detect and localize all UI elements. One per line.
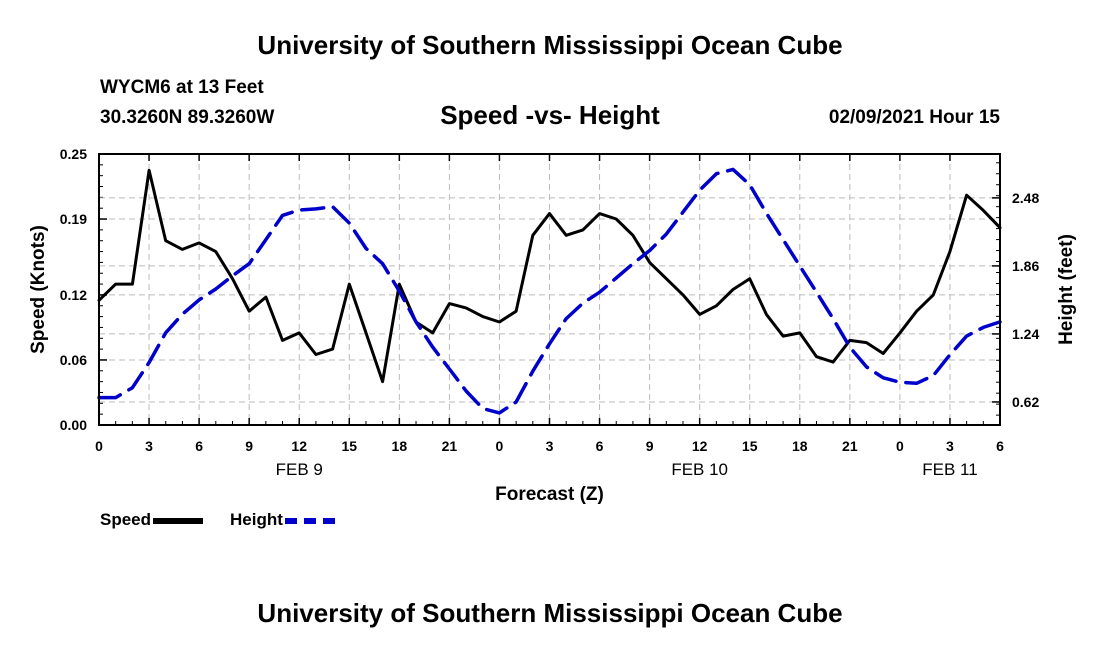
x-tick-label: 12 <box>692 438 708 454</box>
legend-speed-label: Speed <box>100 510 152 529</box>
chart-title: Speed -vs- Height <box>440 100 660 130</box>
day-label: FEB 10 <box>671 460 728 479</box>
legend-speed: Speed <box>100 510 204 530</box>
x-tick-label: 0 <box>496 438 504 454</box>
x-tick-label: 9 <box>646 438 654 454</box>
x-tick-label: 0 <box>896 438 904 454</box>
x-tick-label: 0 <box>95 438 103 454</box>
x-tick-label: 6 <box>195 438 203 454</box>
x-tick-label: 15 <box>341 438 357 454</box>
x-tick-label: 12 <box>291 438 307 454</box>
coordinates-label: 30.3260N 89.3260W <box>100 107 275 128</box>
x-tick-label: 21 <box>442 438 458 454</box>
y2-axis-title: Height (feet) <box>1056 234 1077 345</box>
y-tick-label: 0.19 <box>60 211 87 227</box>
legend-height-swatch <box>284 517 335 524</box>
x-tick-label: 6 <box>596 438 604 454</box>
station-label: WYCM6 at 13 Feet <box>100 77 264 98</box>
y2-tick-label: 1.24 <box>1012 326 1039 342</box>
x-tick-label: 21 <box>842 438 858 454</box>
y-tick-label: 0.12 <box>60 287 87 303</box>
y2-tick-label: 2.48 <box>1012 190 1039 206</box>
legend-height: Height <box>230 510 335 530</box>
y-tick-label: 0.06 <box>60 352 87 368</box>
legend-speed-swatch <box>153 517 204 524</box>
height-series-line <box>97 167 1002 415</box>
y2-tick-label: 0.62 <box>1012 394 1039 410</box>
day-label: FEB 9 <box>276 460 323 479</box>
x-tick-label: 9 <box>245 438 253 454</box>
x-tick-label: 18 <box>792 438 808 454</box>
y-tick-label: 0.00 <box>60 417 87 433</box>
x-tick-label: 15 <box>742 438 758 454</box>
y2-tick-label: 1.86 <box>1012 258 1039 274</box>
x-tick-label: 6 <box>996 438 1004 454</box>
footer-title: University of Southern Mississippi Ocean… <box>257 598 843 628</box>
y-axis-title: Speed (Knots) <box>28 225 49 354</box>
speed-series-line <box>97 168 1002 384</box>
plot-frame <box>98 153 1001 426</box>
x-axis-title: Forecast (Z) <box>495 484 604 505</box>
day-label: FEB 11 <box>922 460 977 479</box>
forecast-date: 02/09/2021 Hour 15 <box>828 107 1000 128</box>
x-tick-label: 3 <box>946 438 954 454</box>
x-tick-label: 3 <box>145 438 153 454</box>
y-tick-label: 0.25 <box>60 146 87 162</box>
legend-height-label: Height <box>230 510 283 529</box>
x-tick-label: 3 <box>546 438 554 454</box>
x-tick-label: 18 <box>392 438 408 454</box>
page-title: University of Southern Mississippi Ocean… <box>257 30 843 60</box>
